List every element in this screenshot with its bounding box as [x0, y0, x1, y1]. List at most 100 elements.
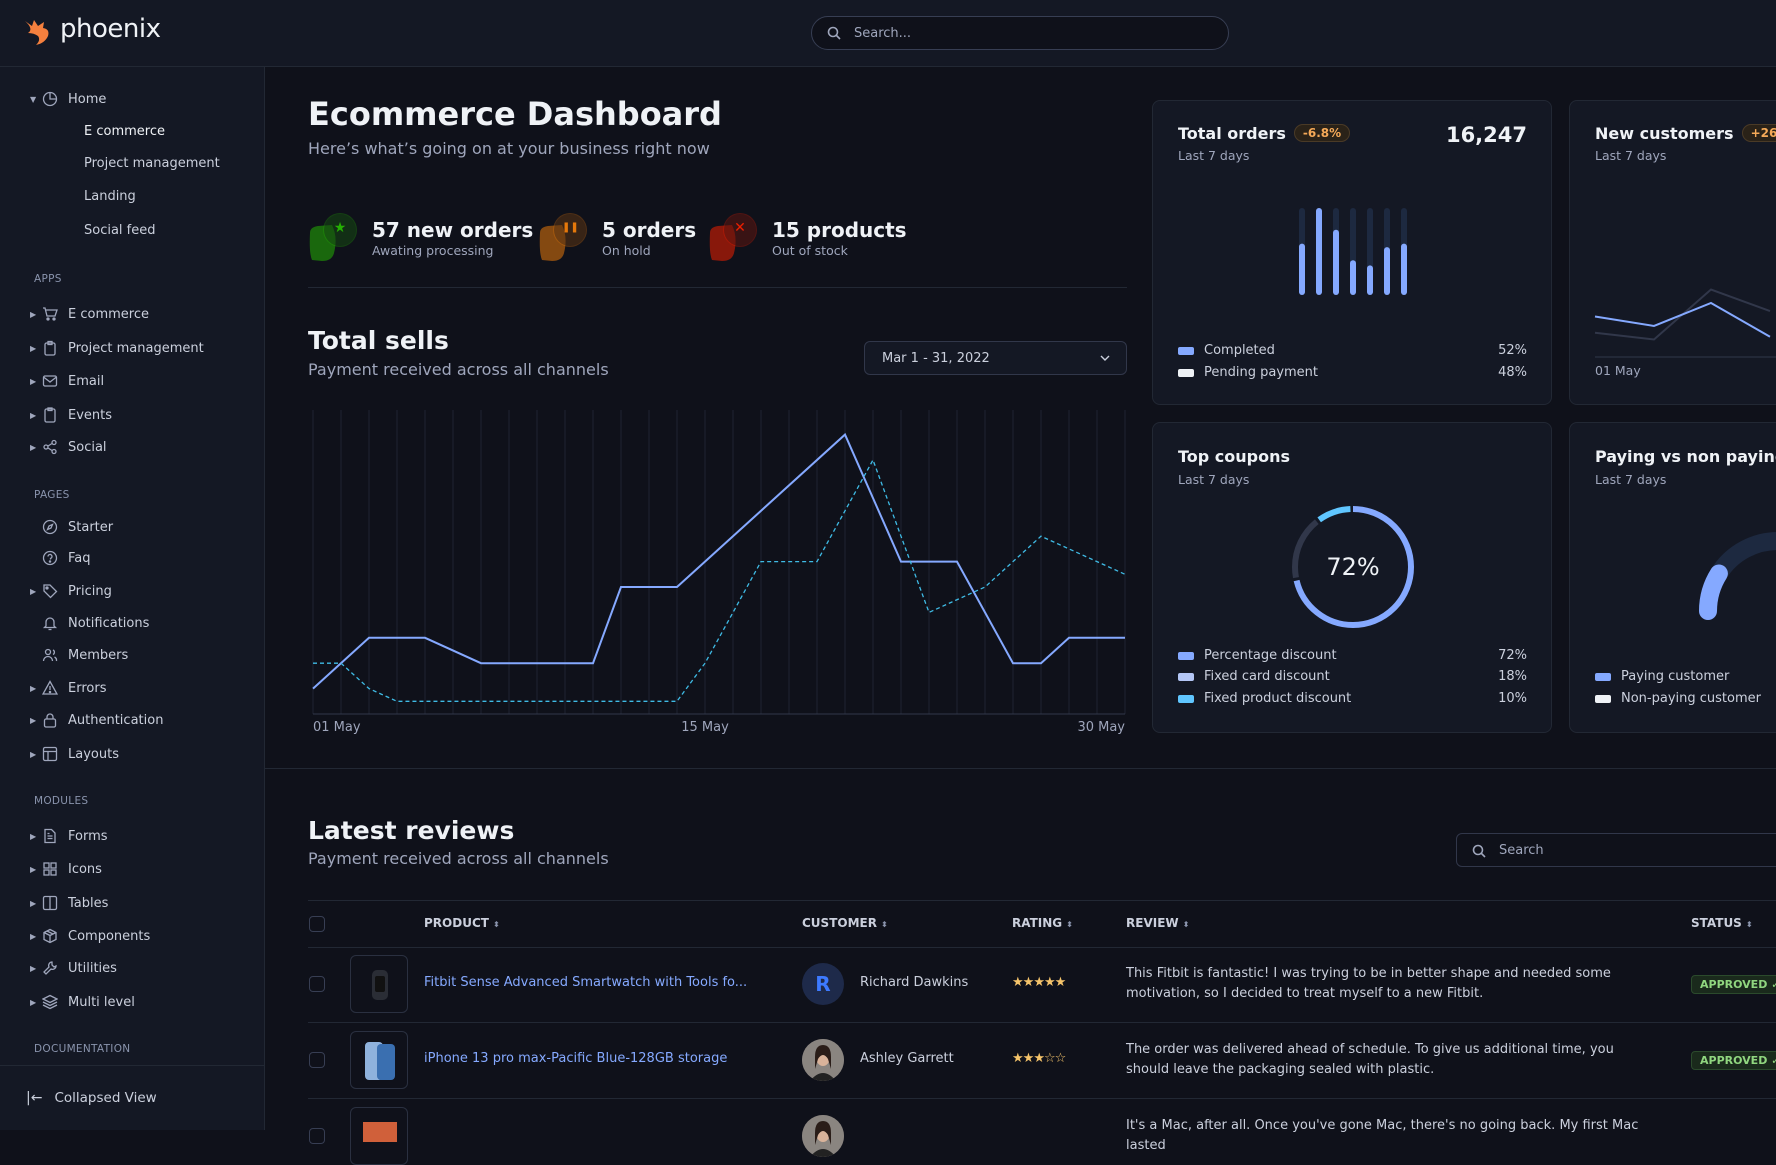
- sidebar-item-forms[interactable]: ▶ Forms: [30, 826, 108, 846]
- customer-name[interactable]: Ashley Garrett: [860, 1051, 954, 1066]
- customer-name[interactable]: Richard Dawkins: [860, 975, 969, 990]
- caret-right-icon: ▶: [30, 410, 37, 420]
- sidebar-item-label: Layouts: [68, 746, 119, 762]
- collapse-sidebar-button[interactable]: |← Collapsed View: [26, 1088, 157, 1108]
- sidebar-section-heading: DOCUMENTATION: [34, 1043, 131, 1055]
- column-header-rating[interactable]: RATING ⬍: [1012, 916, 1073, 930]
- sidebar-item-errors[interactable]: ▶ Errors: [30, 678, 106, 698]
- avatar-photo: [802, 1115, 844, 1157]
- select-all-checkbox[interactable]: [309, 916, 325, 932]
- divider: [308, 287, 1127, 288]
- sidebar-item-layouts[interactable]: ▶ Layouts: [30, 744, 119, 764]
- search-icon: [827, 26, 841, 40]
- date-range-select[interactable]: Mar 1 - 31, 2022: [864, 341, 1127, 375]
- sidebar-section-heading: APPS: [34, 273, 62, 285]
- sidebar-subitem[interactable]: Social feed: [84, 223, 156, 238]
- sidebar-item-multi-level[interactable]: ▶ Multi level: [30, 992, 135, 1012]
- sidebar-item-email[interactable]: ▶ Email: [30, 371, 104, 391]
- sidebar-item-label: Utilities: [68, 960, 117, 976]
- sidebar-item-icons[interactable]: ▶ Icons: [30, 859, 102, 879]
- stat-title: 15 products: [772, 218, 907, 242]
- star-icon: ★: [308, 213, 362, 263]
- sidebar-item-e-commerce[interactable]: ▶ E commerce: [30, 304, 149, 324]
- sidebar-subitem[interactable]: Project management: [84, 156, 220, 171]
- global-search-input[interactable]: Search...: [811, 16, 1229, 50]
- sidebar-item-label: Social: [68, 439, 107, 455]
- row-checkbox[interactable]: [309, 1052, 325, 1068]
- rating-stars: ★★★☆☆: [1012, 1051, 1066, 1066]
- sidebar-item-label: Home: [68, 91, 107, 107]
- column-header-status[interactable]: STATUS ⬍: [1691, 916, 1753, 930]
- package-icon: [43, 928, 57, 944]
- legend-swatch: [1178, 672, 1194, 681]
- total-sells-subtitle: Payment received across all channels: [308, 360, 609, 379]
- column-header-customer[interactable]: CUSTOMER ⬍: [802, 916, 888, 930]
- sidebar-item-starter[interactable]: Starter: [30, 517, 113, 537]
- sidebar-item-members[interactable]: Members: [30, 645, 128, 665]
- customer-avatar[interactable]: [802, 1039, 844, 1081]
- sidebar-item-social[interactable]: ▶ Social: [30, 437, 107, 457]
- stat-2: ✕ 15 products Out of stock: [708, 213, 907, 263]
- new-customers-card: New customers +26.5% Last 7 days 01 May: [1569, 100, 1776, 405]
- avatar-photo: [802, 1039, 844, 1081]
- table-top-border: [308, 900, 1776, 901]
- star-filled-icon: ★: [1012, 1051, 1024, 1066]
- bar: [1316, 208, 1322, 295]
- legend-value: 52%: [1498, 343, 1527, 358]
- row-checkbox[interactable]: [309, 976, 325, 992]
- sidebar-item-tables[interactable]: ▶ Tables: [30, 893, 108, 913]
- legend-label: Percentage discount: [1204, 648, 1337, 663]
- sidebar-item-faq[interactable]: Faq: [30, 548, 91, 568]
- sidebar-item-home[interactable]: ▼ Home: [30, 89, 106, 109]
- sidebar-subitem[interactable]: Landing: [84, 189, 136, 204]
- column-header-product[interactable]: PRODUCT ⬍: [424, 916, 500, 930]
- donut-center-label: 72%: [1326, 553, 1380, 581]
- legend-item: Completed: [1178, 343, 1275, 358]
- sidebar-item-project-management[interactable]: ▶ Project management: [30, 338, 204, 358]
- product-thumbnail[interactable]: [350, 1107, 408, 1165]
- caret-right-icon: ▶: [30, 864, 37, 874]
- legend-label: Fixed card discount: [1204, 669, 1330, 684]
- sort-icon: ⬍: [1745, 920, 1753, 929]
- caret-right-icon: ▶: [30, 442, 37, 452]
- star-filled-icon: ★: [1043, 975, 1056, 990]
- sidebar-item-pricing[interactable]: ▶ Pricing: [30, 581, 112, 601]
- legend-swatch: [1178, 694, 1194, 703]
- review-text: This Fitbit is fantastic! I was trying t…: [1126, 966, 1611, 1001]
- sidebar-item-authentication[interactable]: ▶ Authentication: [30, 710, 163, 730]
- column-header-review[interactable]: REVIEW ⬍: [1126, 916, 1189, 930]
- customer-avatar[interactable]: R: [802, 963, 844, 1005]
- product-thumbnail[interactable]: [350, 955, 408, 1013]
- brand-name[interactable]: phoenix: [60, 14, 161, 44]
- legend-value: 10%: [1498, 691, 1527, 706]
- bar: [1367, 265, 1373, 295]
- legend-item: Percentage discount: [1178, 648, 1337, 663]
- product-link[interactable]: iPhone 13 pro max-Pacific Blue-128GB sto…: [424, 1051, 728, 1066]
- new-customers-line-chart: [1594, 288, 1776, 358]
- stat-subtitle: Awating processing: [372, 243, 494, 258]
- caret-right-icon: ▶: [30, 715, 37, 725]
- star-filled-icon: ★: [1054, 975, 1067, 990]
- product-link[interactable]: Fitbit Sense Advanced Smartwatch with To…: [424, 975, 748, 990]
- legend-value: 48%: [1498, 365, 1527, 380]
- total-orders-value: 16,247: [1445, 123, 1527, 147]
- sidebar-item-utilities[interactable]: ▶ Utilities: [30, 958, 117, 978]
- stat-1: ❚❚ 5 orders On hold: [538, 213, 696, 263]
- sidebar-item-events[interactable]: ▶ Events: [30, 405, 112, 425]
- legend-value: 72%: [1498, 648, 1527, 663]
- phoenix-logo-icon[interactable]: [22, 17, 54, 49]
- help-circle-icon: [42, 550, 58, 566]
- row-checkbox[interactable]: [309, 1128, 325, 1144]
- column-label: CUSTOMER: [802, 916, 877, 930]
- series-line-solid: [312, 432, 1125, 690]
- sidebar-subitem[interactable]: E commerce: [84, 124, 165, 139]
- sidebar-item-label: Tables: [68, 895, 109, 911]
- sidebar-item-components[interactable]: ▶ Components: [30, 926, 150, 946]
- row-divider: [308, 1022, 1776, 1023]
- caret-right-icon: ▶: [30, 997, 37, 1007]
- card-title: New customers: [1595, 124, 1734, 143]
- product-thumbnail[interactable]: [350, 1031, 408, 1089]
- sidebar-item-notifications[interactable]: Notifications: [30, 613, 149, 633]
- reviews-search-input[interactable]: Search: [1456, 833, 1776, 867]
- customer-avatar[interactable]: [802, 1115, 844, 1157]
